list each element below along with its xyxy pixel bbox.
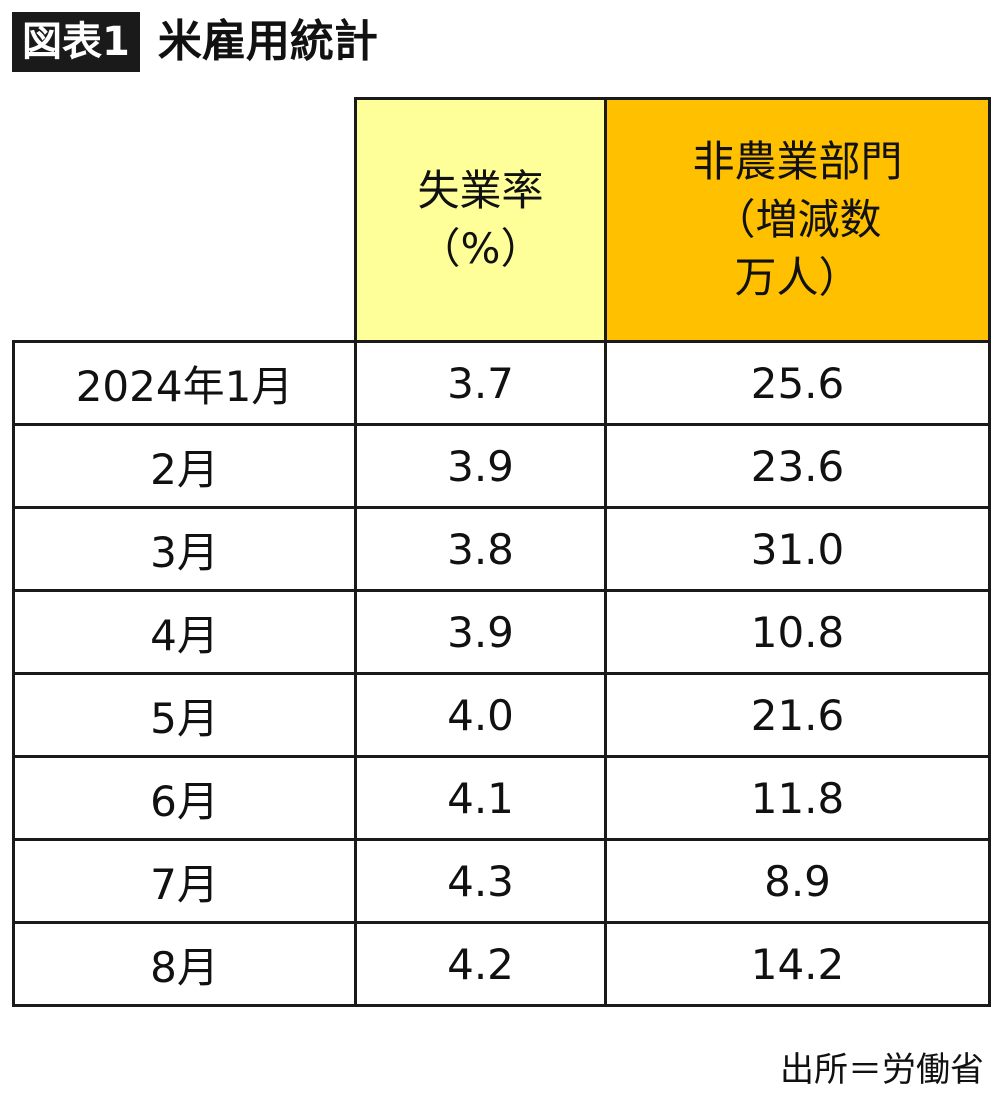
table-row: 3月 3.8 31.0 — [12, 506, 991, 592]
employment-stats-table: 失業率 （%） 非農業部門 （増減数 万人） 2024年1月 3.7 25.6 … — [12, 97, 991, 1007]
table-row: 7月 4.3 8.9 — [12, 838, 991, 924]
row-nfp: 10.8 — [604, 589, 991, 675]
table-row: 5月 4.0 21.6 — [12, 672, 991, 758]
row-nfp: 31.0 — [604, 506, 991, 592]
table-row: 8月 4.2 14.2 — [12, 921, 991, 1007]
row-nfp: 23.6 — [604, 423, 991, 509]
table-row: 4月 3.9 10.8 — [12, 589, 991, 675]
header-unemployment-rate: 失業率 （%） — [354, 97, 607, 343]
source-note: 出所＝労働省 — [780, 1050, 984, 1090]
row-month: 5月 — [12, 672, 357, 758]
row-rate: 4.1 — [354, 755, 607, 841]
table-row: 2024年1月 3.7 25.6 — [12, 340, 991, 426]
row-month: 2024年1月 — [12, 340, 357, 426]
row-month: 8月 — [12, 921, 357, 1007]
row-rate: 4.0 — [354, 672, 607, 758]
row-nfp: 21.6 — [604, 672, 991, 758]
header-nonfarm-payrolls: 非農業部門 （増減数 万人） — [604, 97, 991, 343]
table-row: 6月 4.1 11.8 — [12, 755, 991, 841]
row-nfp: 8.9 — [604, 838, 991, 924]
row-rate: 3.7 — [354, 340, 607, 426]
row-month: 3月 — [12, 506, 357, 592]
header-nfp-line3: 万人） — [734, 253, 861, 302]
row-month: 4月 — [12, 589, 357, 675]
page-title: 米雇用統計 — [157, 16, 378, 67]
header-rate-line2: （%） — [418, 224, 543, 273]
row-month: 7月 — [12, 838, 357, 924]
row-rate: 3.8 — [354, 506, 607, 592]
row-month: 6月 — [12, 755, 357, 841]
header-nfp-line1: 非農業部門 — [692, 137, 903, 186]
row-nfp: 25.6 — [604, 340, 991, 426]
figure-badge: 図表1 — [12, 12, 140, 72]
table-row: 2月 3.9 23.6 — [12, 423, 991, 509]
row-month: 2月 — [12, 423, 357, 509]
row-rate: 4.3 — [354, 838, 607, 924]
corner-cell — [13, 98, 357, 343]
title-row: 図表1 米雇用統計 — [12, 12, 378, 72]
row-rate: 4.2 — [354, 921, 607, 1007]
row-rate: 3.9 — [354, 589, 607, 675]
header-rate-line1: 失業率 — [417, 166, 544, 215]
header-nfp-line2: （増減数 — [713, 195, 882, 244]
row-rate: 3.9 — [354, 423, 607, 509]
row-nfp: 11.8 — [604, 755, 991, 841]
row-nfp: 14.2 — [604, 921, 991, 1007]
